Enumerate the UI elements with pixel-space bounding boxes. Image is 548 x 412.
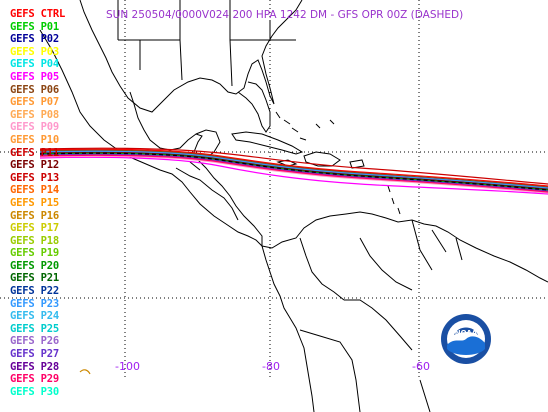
legend-item: GEFS P19	[10, 247, 59, 260]
legend-item: GEFS P22	[10, 285, 59, 298]
legend-item: GEFS P03	[10, 45, 59, 58]
legend-item: GEFS P15	[10, 196, 59, 209]
central-america-borders	[175, 161, 239, 221]
legend-item: GEFS P20	[10, 259, 59, 272]
legend-item: GEFS P10	[10, 133, 59, 146]
lon-label-60: -60	[412, 360, 430, 373]
south-america-borders	[299, 219, 463, 412]
noaa-logo-icon: NOAA	[441, 314, 491, 364]
legend-item: GEFS P09	[10, 121, 59, 134]
legend-item: GEFS P28	[10, 360, 59, 373]
yucatan-coast	[195, 129, 221, 159]
lon-label-100: -100	[115, 360, 140, 373]
legend-item: GEFS P05	[10, 70, 59, 83]
legend-item: GEFS P25	[10, 322, 59, 335]
lon-label-80: -80	[262, 360, 280, 373]
contour-line-ctrl	[39, 148, 548, 187]
puerto-rico-coast	[349, 159, 365, 169]
bahamas-islands	[275, 111, 307, 141]
legend-item: GEFS P21	[10, 272, 59, 285]
contour-line-p09	[39, 155, 548, 194]
map-title: SUN 250504/0000V024 200 HPA 1242 DM - GF…	[106, 9, 464, 21]
ensemble-legend: GEFS CTRL GEFS P01 GEFS P02 GEFS P03 GEFS P0…	[10, 8, 90, 398]
contour-line-p23	[39, 150, 548, 189]
legend-item: GEFS CTRL	[10, 8, 66, 20]
cuba-coast	[231, 131, 304, 155]
noaa-logo-text: NOAA	[455, 329, 478, 337]
legend-item: GEFS P13	[10, 171, 59, 184]
legend-item: GEFS P29	[10, 373, 59, 386]
contour-line-p12	[39, 151, 548, 190]
contour-small-loop	[79, 369, 91, 375]
contour-line-p06	[39, 149, 548, 188]
northeast-small-islands	[315, 119, 335, 129]
legend-item: GEFS P30	[10, 385, 59, 398]
legend-item: GEFS P07	[10, 96, 59, 109]
legend-item: GEFS P08	[10, 108, 59, 121]
contour-line-p29	[39, 154, 548, 193]
florida-coast	[237, 81, 271, 133]
legend-item: GEFS P17	[10, 222, 59, 235]
legend-item: GEFS P11	[10, 146, 59, 159]
legend-item: GEFS P06	[10, 83, 59, 96]
legend-item: GEFS P14	[10, 184, 59, 197]
hispaniola-coast	[303, 151, 341, 167]
legend-item: GEFS P24	[10, 310, 59, 323]
legend-item: GEFS P18	[10, 234, 59, 247]
contour-line-p05	[39, 156, 548, 195]
legend-item: GEFS P26	[10, 335, 59, 348]
grid-lines	[0, 0, 548, 378]
legend-item: GEFS P23	[10, 297, 59, 310]
contour-line-p27	[39, 153, 548, 192]
south-america-coast	[261, 211, 548, 412]
us-state-borders	[117, 0, 296, 87]
legend-item: GEFS P16	[10, 209, 59, 222]
legend-item: GEFS P12	[10, 159, 59, 172]
contour-line-opr-dashed	[39, 152, 548, 191]
legend-item: GEFS P04	[10, 58, 59, 71]
ensemble-contours	[39, 147, 548, 375]
legend-item: GEFS P01	[10, 20, 59, 33]
north-america-coast	[79, 0, 303, 113]
legend-item: GEFS P27	[10, 348, 59, 361]
legend-item: GEFS P02	[10, 33, 59, 46]
contour-line-p11	[39, 147, 548, 185]
